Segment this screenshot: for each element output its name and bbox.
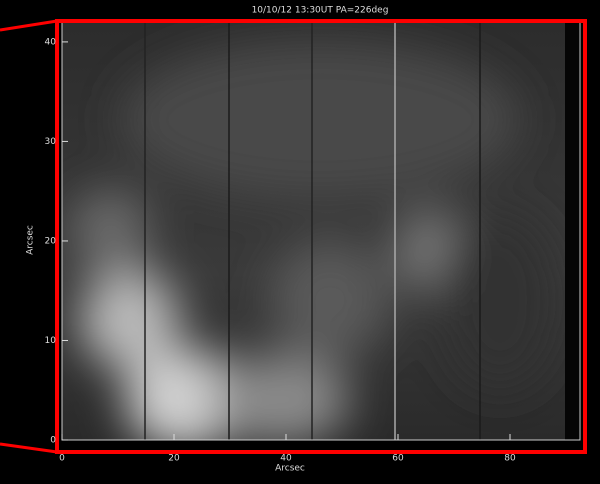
x-tick-label: 60 bbox=[392, 454, 404, 464]
chart: 10/10/12 13:30UT PA=226deg Arcsec Arcsec… bbox=[0, 0, 600, 480]
chart-title: 10/10/12 13:30UT PA=226deg bbox=[252, 6, 389, 16]
x-axis-label: Arcsec bbox=[275, 464, 305, 474]
x-tick-label: 20 bbox=[168, 454, 180, 464]
page: 10/10/12 13:30UT PA=226deg Arcsec Arcsec… bbox=[0, 0, 600, 484]
y-axis-label: Arcsec bbox=[26, 225, 36, 255]
x-tick-label: 0 bbox=[59, 454, 65, 464]
y-tick-label: 0 bbox=[50, 436, 56, 446]
y-tick-label: 30 bbox=[45, 137, 57, 147]
y-tick-label: 40 bbox=[45, 37, 57, 47]
x-tick-label: 40 bbox=[280, 454, 292, 464]
y-tick-label: 20 bbox=[45, 236, 57, 246]
image bbox=[62, 22, 580, 450]
x-tick-label: 80 bbox=[504, 454, 516, 464]
y-tick-label: 10 bbox=[45, 336, 57, 346]
